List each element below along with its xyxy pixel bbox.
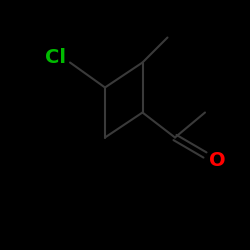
Text: O: O [209, 150, 226, 170]
Text: Cl: Cl [44, 48, 66, 67]
